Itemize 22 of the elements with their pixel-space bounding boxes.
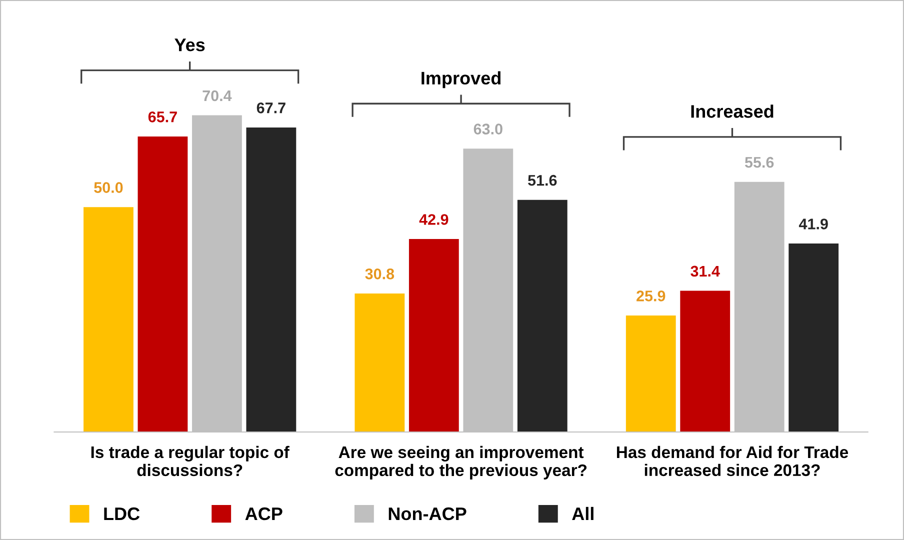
data-label: 30.8 <box>365 268 394 280</box>
legend-label: ACP <box>245 507 282 520</box>
text: Improved <box>422 71 500 88</box>
legend-label: All <box>572 506 594 520</box>
x-tick-label: Are we seeing an improvement compared to the previous year? <box>335 446 587 480</box>
legend-label: LDC <box>104 507 140 520</box>
x-tick-label: Has demand for Aid for Trade increased since 2013? <box>616 446 848 476</box>
text: Yes <box>174 38 205 52</box>
data-label: 31.4 <box>690 266 720 277</box>
data-label: 63.0 <box>474 124 502 134</box>
data-label: 25.9 <box>636 290 666 302</box>
annotation: Increased <box>691 104 774 118</box>
data-label: 65.7 <box>148 112 177 122</box>
data-label: 51.6 <box>528 174 557 186</box>
data-label: 70.4 <box>202 90 232 102</box>
data-label: 50.0 <box>94 182 123 193</box>
legend-label: Non-ACP <box>388 507 466 520</box>
data-label: 55.6 <box>744 156 774 168</box>
x-tick-label: Is trade a regular topic of discussions? <box>91 446 290 476</box>
data-label: 67.7 <box>256 102 286 114</box>
data-label: 42.9 <box>419 214 448 225</box>
data-label: 41.9 <box>798 218 828 230</box>
